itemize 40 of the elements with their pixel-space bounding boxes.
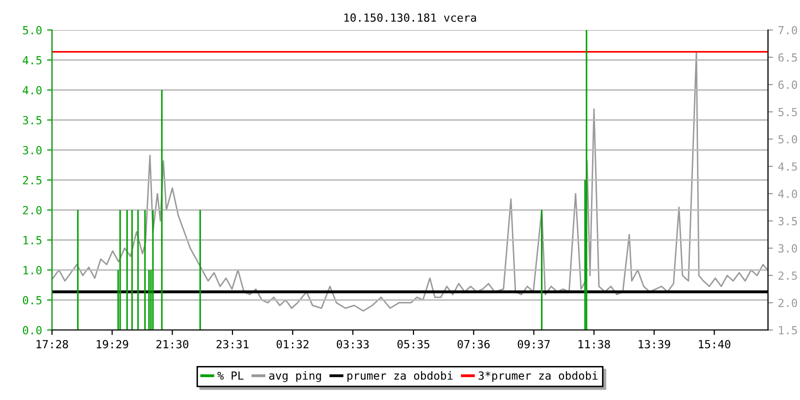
y-tick-label: 4.0 <box>22 86 42 94</box>
y-tick-label: 0.5 <box>22 296 42 304</box>
y2-tick-label: 2.5 <box>778 271 797 280</box>
y2-tick-label: 1.5 <box>779 326 797 334</box>
y-tick-label: 0.0 <box>22 326 42 334</box>
y2-tick-label: 3.5 <box>778 216 797 226</box>
x-tick-label: 01:32 <box>276 340 308 348</box>
y2-tick-label: 5.0 <box>778 135 798 144</box>
y2-tick-label: 5.5 <box>778 108 797 116</box>
x-tick-label: 17:28 <box>36 340 68 348</box>
legend-label: % PL <box>217 372 244 380</box>
legend-label: avg ping <box>269 371 321 382</box>
y2-tick-label: 3.0 <box>778 244 798 253</box>
x-tick-label: 23:31 <box>216 340 248 348</box>
y-tick-label: 2.0 <box>23 206 42 214</box>
y2-tick-label: 4.0 <box>778 190 798 198</box>
x-tick-label: 11:38 <box>578 340 610 348</box>
x-tick-label: 03:33 <box>336 340 369 348</box>
legend-label: 3*prumer za obdobi <box>478 371 598 382</box>
x-tick-label: 13:39 <box>638 340 670 348</box>
y2-tick-label: 4.5 <box>778 162 797 171</box>
y-tick-label: 3.5 <box>22 116 42 124</box>
x-tick-label: 09:37 <box>518 340 550 348</box>
chart-title: 10.150.130.181 vcera <box>344 13 476 22</box>
x-tick-label: 07:36 <box>458 340 490 348</box>
y-tick-label: 1.5 <box>24 236 42 244</box>
y-tick-label: 2.5 <box>23 176 42 184</box>
y2-tick-label: 6.5 <box>778 53 797 62</box>
y-tick-label: 1.0 <box>24 266 42 274</box>
y-tick-label: 4.5 <box>22 56 42 64</box>
y-tick-label: 3.0 <box>22 146 42 154</box>
x-tick-label: 15:40 <box>698 340 730 348</box>
legend-label: prumer za obdobi <box>347 371 453 382</box>
x-tick-label: 05:35 <box>397 340 430 348</box>
y2-tick-label: 2.0 <box>778 298 798 308</box>
y-tick-label: 5.0 <box>22 26 42 34</box>
y2-tick-label: 6.0 <box>778 80 798 89</box>
x-tick-label: 19:29 <box>96 340 128 348</box>
x-tick-label: 21:30 <box>156 340 188 348</box>
y2-tick-label: 7.0 <box>778 26 798 34</box>
